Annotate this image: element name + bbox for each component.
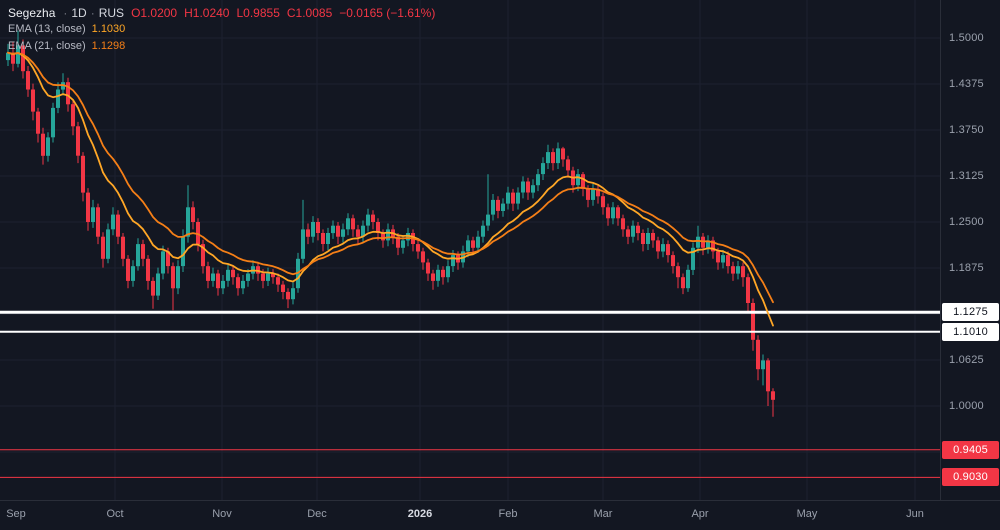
- open-value: O1.0200: [131, 6, 178, 20]
- ema13-value: 1.1030: [91, 23, 126, 35]
- interval-label[interactable]: 1D: [71, 6, 87, 20]
- symbol-name[interactable]: Segezha: [8, 6, 56, 20]
- time-tick-label-Dec: Dec: [307, 508, 327, 520]
- price-tick-label: 1.0000: [949, 400, 984, 412]
- price-tick-label: 1.0625: [949, 354, 984, 366]
- chart-canvas[interactable]: Segezha · 1D · RUS O1.0200 H1.0240 L0.98…: [0, 0, 940, 500]
- time-tick-label-Sep: Sep: [6, 508, 26, 520]
- high-value: H1.0240: [184, 6, 230, 20]
- time-tick-label-Apr: Apr: [691, 508, 709, 520]
- price-tick-label: 1.1875: [949, 262, 984, 274]
- price-tick-label: 1.3750: [949, 124, 984, 136]
- price-tick-label: 1.2500: [949, 216, 984, 228]
- ema21-legend-row[interactable]: EMA (21, close) 1.1298: [8, 39, 435, 54]
- price-tick-label: 1.4375: [949, 78, 984, 90]
- price-level-label-0.9405: 0.9405: [942, 441, 999, 459]
- price-level-label-1.1275: 1.1275: [942, 303, 999, 321]
- time-tick-label-2026: 2026: [407, 508, 433, 520]
- price-level-label-1.1010: 1.1010: [942, 323, 999, 341]
- price-level-label-0.9030: 0.9030: [942, 468, 999, 486]
- close-value: C1.0085: [286, 6, 333, 20]
- separator: ·: [90, 6, 95, 20]
- time-tick-label-May: May: [796, 508, 818, 520]
- ema21-line[interactable]: [7, 51, 774, 304]
- exchange-label: RUS: [98, 6, 125, 20]
- change-value: −0.0165 (−1.61%): [339, 6, 436, 20]
- time-axis[interactable]: Sep Oct Nov Dec 2026 Feb Mar Apr May Jun: [0, 500, 1000, 530]
- legend-symbol-row[interactable]: Segezha · 1D · RUS O1.0200 H1.0240 L0.98…: [8, 6, 435, 20]
- price-tick-label: 1.5000: [949, 32, 984, 44]
- time-tick-label-Mar: Mar: [593, 508, 613, 520]
- price-tick-label: 1.3125: [949, 170, 984, 182]
- time-tick-label-Oct: Oct: [106, 508, 124, 520]
- candlestick-series[interactable]: [6, 30, 775, 417]
- time-tick-label-Feb: Feb: [498, 508, 518, 520]
- candlestick-chart[interactable]: [0, 0, 940, 500]
- legend: Segezha · 1D · RUS O1.0200 H1.0240 L0.98…: [8, 6, 435, 56]
- ema21-value: 1.1298: [91, 40, 126, 52]
- ema13-line[interactable]: [7, 51, 774, 327]
- ema13-label: EMA (13, close): [8, 23, 86, 35]
- price-axis[interactable]: 1.5000 1.4375 1.3750 1.3125 1.2500 1.1875 1.06…: [940, 0, 1000, 500]
- ema13-legend-row[interactable]: EMA (13, close) 1.1030: [8, 22, 435, 37]
- time-tick-label-Jun: Jun: [906, 508, 924, 520]
- resistance-level-lines[interactable]: [0, 310, 940, 333]
- support-level-lines[interactable]: [0, 449, 940, 478]
- separator: ·: [63, 6, 68, 20]
- ema21-label: EMA (21, close): [8, 40, 86, 52]
- low-value: L0.9855: [236, 6, 280, 20]
- time-tick-label-Nov: Nov: [212, 508, 232, 520]
